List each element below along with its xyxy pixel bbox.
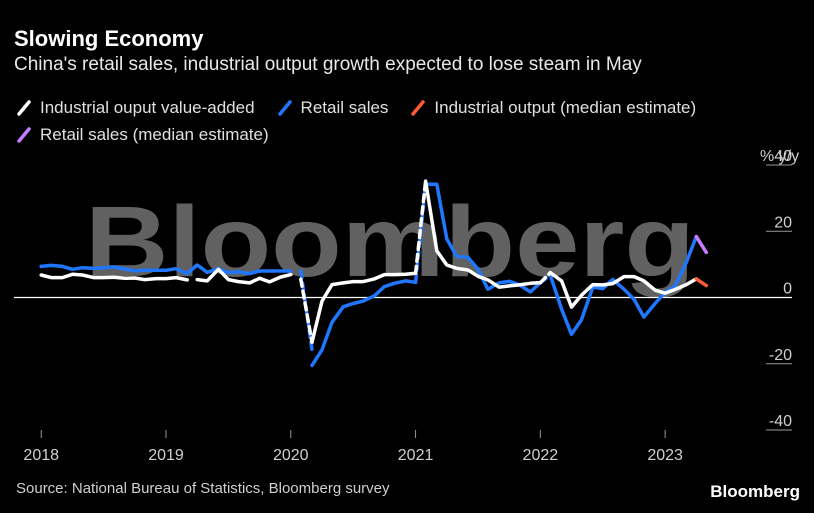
y-tick-label: -40: [769, 413, 792, 430]
retail-series-line: [548, 234, 699, 337]
legend-label-retail: Retail sales: [300, 97, 389, 117]
legend-swatch-retail-estimate: [17, 126, 31, 143]
series-layer: [39, 179, 709, 368]
legend-item-retail: Retail sales: [277, 97, 389, 118]
industrial-series-line: [195, 267, 293, 285]
x-tick-label: 2023: [647, 447, 683, 464]
legend-item-industrial: Industrial ouput value-added: [16, 98, 255, 118]
legend-swatch-industrial: [17, 99, 31, 116]
y-axis-unit-label: % y/y: [760, 148, 799, 165]
retail-series-line: [310, 279, 418, 368]
legend-row-1: Industrial ouput value-added Retail sale…: [16, 94, 806, 121]
y-tick-label: -20: [769, 347, 792, 364]
chart-title: Slowing Economy: [14, 26, 204, 51]
legend-swatch-retail: [277, 99, 292, 116]
legend-label-industrial-estimate: Industrial output (median estimate): [434, 97, 697, 117]
industrial-series-line: [548, 270, 699, 309]
axes: 40 20 0 -20 -40 % y/y 2018 2019 2020 2021 2022 2023: [14, 148, 799, 464]
legend-swatch-industrial-estimate: [411, 99, 426, 116]
source-note: Source: National Bureau of Statistics, B…: [16, 480, 390, 497]
legend-item-industrial-estimate: Industrial output (median estimate): [410, 98, 696, 118]
x-tick-label: 2018: [23, 447, 59, 464]
x-tick-label: 2022: [523, 447, 559, 464]
legend: Industrial ouput value-added Retail sale…: [16, 94, 806, 148]
y-tick-label: 20: [774, 214, 792, 231]
industrial-series-line: [39, 272, 189, 282]
bloomberg-logo: Bloomberg: [710, 482, 800, 501]
legend-label-industrial: Industrial ouput value-added: [40, 97, 255, 117]
legend-item-retail-estimate: Retail sales (median estimate): [16, 125, 269, 145]
x-tick-label: 2019: [148, 447, 184, 464]
industrial-series-line: [423, 179, 543, 289]
industrial-series-line: [413, 179, 428, 276]
retail-estimate-series-line: [694, 234, 709, 255]
y-tick-label: 0: [783, 281, 792, 298]
watermark-logo: Bloomberg: [85, 186, 695, 298]
retail-series-line: [39, 263, 293, 276]
legend-row-2: Retail sales (median estimate): [16, 121, 806, 148]
chart-subtitle: China's retail sales, industrial output …: [14, 54, 642, 75]
industrial-series-line: [538, 270, 553, 285]
x-tick-label: 2020: [273, 447, 309, 464]
industrial-series-line: [310, 271, 418, 344]
legend-label-retail-estimate: Retail sales (median estimate): [40, 124, 269, 144]
industrial-estimate-series-line: [694, 277, 709, 288]
x-tick-label: 2021: [398, 447, 434, 464]
y-tick-label: 40: [774, 148, 792, 165]
industrial-series-line: [299, 277, 314, 344]
